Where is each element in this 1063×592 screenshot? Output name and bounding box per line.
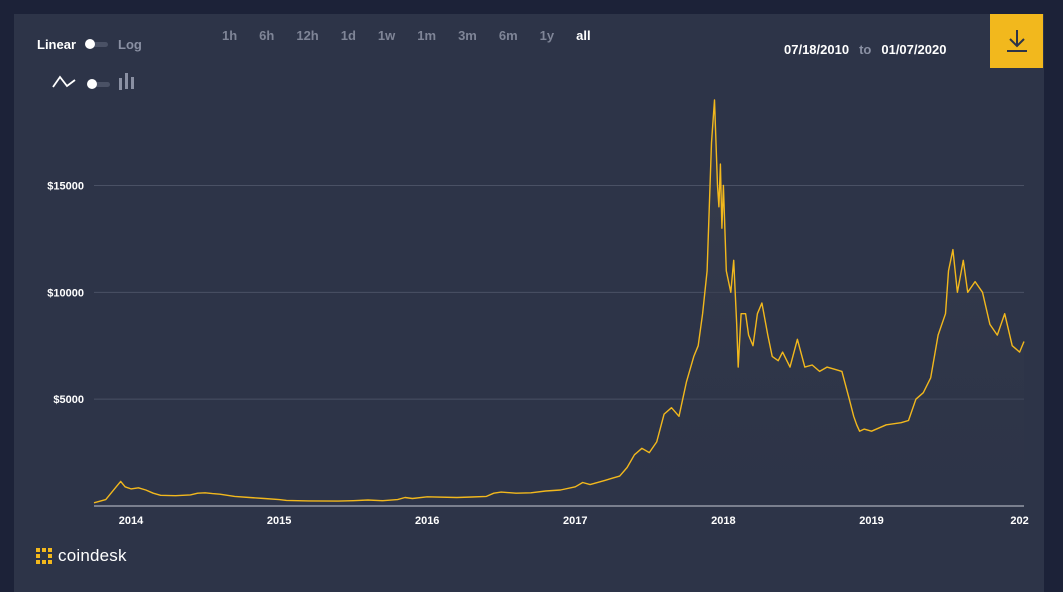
- scale-toggle[interactable]: Linear Log: [37, 37, 142, 52]
- range-6m[interactable]: 6m: [498, 28, 518, 43]
- y-tick-label: $5000: [53, 394, 84, 406]
- candlestick-icon[interactable]: [118, 72, 136, 97]
- log-label[interactable]: Log: [118, 37, 142, 52]
- scale-switch[interactable]: [85, 39, 109, 49]
- range-12h[interactable]: 12h: [296, 28, 319, 43]
- range-all[interactable]: all: [576, 28, 591, 43]
- start-date[interactable]: 07/18/2010: [784, 42, 850, 57]
- price-chart: $5000 $10000 $15000 2014 2015 2016 2017 2018 20…: [47, 99, 1029, 527]
- date-separator: to: [859, 42, 872, 57]
- brand-name: coindesk: [58, 546, 127, 565]
- range-1w[interactable]: 1w: [377, 28, 396, 43]
- range-1h[interactable]: 1h: [222, 28, 238, 43]
- x-tick-label: 2017: [563, 515, 587, 527]
- x-tick-label: 202: [1010, 515, 1028, 527]
- chart-type-toggle[interactable]: [52, 72, 136, 97]
- chart-type-switch[interactable]: [87, 79, 110, 89]
- x-tick-label: 2015: [267, 515, 291, 527]
- range-1d[interactable]: 1d: [340, 28, 356, 43]
- range-1m[interactable]: 1m: [417, 28, 437, 43]
- range-3m[interactable]: 3m: [458, 28, 477, 43]
- coindesk-logo: coindesk: [36, 546, 127, 566]
- y-tick-label: $10000: [47, 287, 84, 299]
- linear-label[interactable]: Linear: [37, 37, 77, 52]
- range-1y[interactable]: 1y: [539, 28, 555, 43]
- x-tick-label: 2019: [859, 515, 883, 527]
- x-tick-label: 2014: [119, 515, 144, 527]
- download-button[interactable]: [990, 14, 1043, 68]
- download-icon: [1006, 30, 1027, 52]
- time-range-selector: 1h 6h 12h 1d 1w 1m 3m 6m 1y all: [222, 28, 613, 43]
- price-line: [93, 99, 1025, 504]
- coindesk-logo-icon: [36, 548, 52, 564]
- y-tick-label: $15000: [47, 180, 84, 192]
- date-range: 07/18/2010 to 01/07/2020: [784, 42, 946, 57]
- line-chart-icon[interactable]: [52, 74, 76, 95]
- x-tick-label: 2018: [711, 515, 735, 527]
- x-tick-label: 2016: [415, 515, 439, 527]
- range-6h[interactable]: 6h: [259, 28, 275, 43]
- end-date[interactable]: 01/07/2020: [881, 42, 947, 57]
- price-area: [94, 100, 1024, 506]
